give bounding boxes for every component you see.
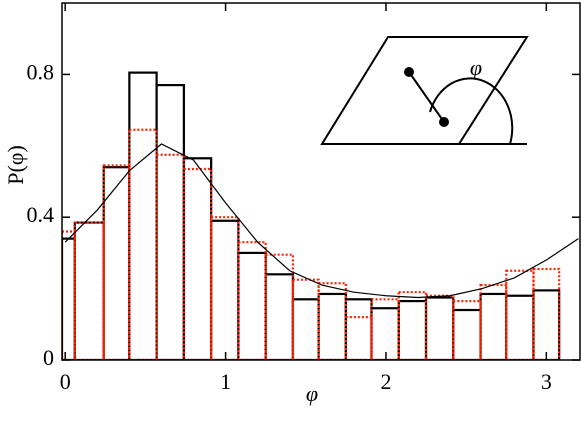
histogram-bar	[264, 253, 295, 360]
histogram-bar	[237, 241, 267, 360]
histogram-bar	[370, 307, 400, 360]
histogram-bar	[102, 164, 131, 360]
y-tick-label: 0.4	[27, 202, 55, 227]
histogram-bar	[479, 292, 508, 360]
histogram-bar	[210, 219, 240, 360]
inset-rod	[408, 71, 445, 123]
inset-dot	[439, 117, 449, 127]
histogram-bar	[532, 289, 561, 360]
histogram-bar	[62, 237, 76, 360]
x-tick-label: 0	[60, 369, 71, 394]
plot-frame	[61, 2, 581, 361]
inset-dot	[404, 67, 414, 77]
histogram-bar	[344, 316, 373, 360]
histogram-bar	[291, 278, 320, 360]
x-axis-label: φ	[306, 381, 318, 406]
plot-area	[62, 71, 579, 360]
x-tick-label: 1	[220, 369, 231, 394]
histogram-bar	[237, 251, 267, 360]
x-tick-label: 2	[380, 369, 391, 394]
histogram-bar	[62, 230, 76, 360]
histogram-bar	[73, 221, 105, 360]
histogram-bar	[182, 157, 213, 360]
histogram-bar	[128, 71, 158, 360]
histogram-bar	[264, 273, 295, 360]
histogram-bar	[397, 299, 428, 360]
inset-label: φ	[470, 55, 482, 80]
y-tick-label: 0.8	[27, 59, 55, 84]
histogram-bar	[317, 292, 347, 360]
histogram-bar	[128, 128, 158, 360]
x-tick-label: 3	[541, 369, 552, 394]
histogram-bar	[73, 221, 105, 360]
histogram-bar	[291, 298, 320, 360]
histogram-bar	[102, 166, 131, 360]
histogram-bar	[210, 216, 240, 360]
inset-arc	[429, 77, 514, 145]
inset-diagram	[320, 36, 529, 145]
fit-curve	[64, 143, 579, 299]
histogram-bar	[505, 294, 535, 360]
inset-plane	[320, 36, 529, 145]
histogram-bar	[424, 296, 455, 360]
histogram-bar	[505, 269, 535, 360]
histogram-bar	[452, 299, 482, 360]
y-axis-label: P(φ)	[3, 145, 28, 185]
histogram-bar	[452, 308, 482, 360]
histogram-bar	[532, 267, 561, 360]
y-tick-label: 0	[43, 345, 54, 370]
histogram-bar	[155, 84, 185, 360]
histogram-bar	[182, 167, 213, 360]
histogram-bar	[344, 298, 373, 360]
